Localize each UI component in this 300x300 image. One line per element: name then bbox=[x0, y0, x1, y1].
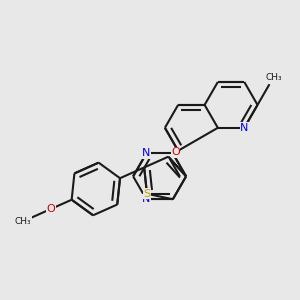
Text: N: N bbox=[142, 148, 151, 158]
Text: O: O bbox=[171, 147, 180, 157]
Text: S: S bbox=[143, 189, 151, 199]
Text: N: N bbox=[240, 123, 248, 133]
Text: O: O bbox=[47, 204, 56, 214]
Text: N: N bbox=[142, 194, 151, 204]
Text: CH₃: CH₃ bbox=[265, 73, 282, 82]
Text: CH₃: CH₃ bbox=[15, 217, 31, 226]
